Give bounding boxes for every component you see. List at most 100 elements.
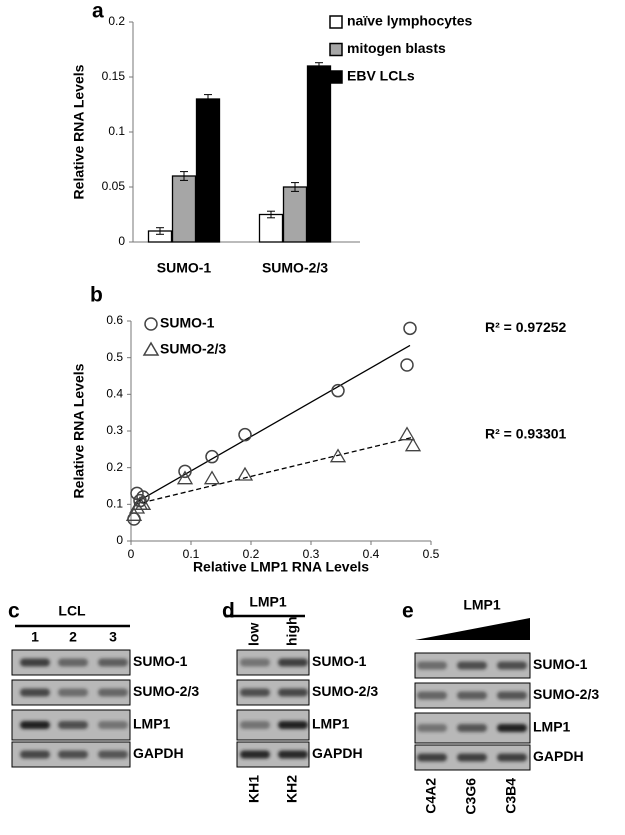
- band: [278, 658, 308, 667]
- y-tick-label: 0.5: [106, 350, 123, 364]
- point: [331, 383, 345, 398]
- row-label: SUMO-1: [133, 653, 188, 669]
- row-label: LMP1: [133, 716, 171, 732]
- legend-label: naïve lymphocytes: [347, 13, 472, 29]
- point: [128, 499, 146, 514]
- x-tick-label: 0.4: [363, 547, 380, 561]
- legend-label: SUMO-1: [160, 315, 215, 331]
- panel-letter: e: [402, 600, 414, 623]
- point: [403, 321, 417, 336]
- point: [178, 464, 192, 479]
- band: [417, 724, 447, 732]
- lane-label: KH2: [284, 775, 300, 803]
- band: [98, 658, 128, 667]
- point: [176, 470, 194, 485]
- error-bar: [156, 227, 164, 235]
- point: [400, 358, 414, 372]
- y-tick-label: 0.05: [102, 179, 126, 193]
- band: [497, 691, 527, 700]
- band: [58, 658, 88, 667]
- panel-letter: c: [8, 600, 20, 623]
- y-tick-label: 0.2: [108, 14, 125, 28]
- legend-label: EBV LCLs: [347, 68, 415, 84]
- lane-label: 2: [69, 629, 77, 645]
- band: [278, 750, 308, 759]
- lane-label: C3B4: [503, 778, 519, 814]
- row-label: GAPDH: [533, 748, 584, 764]
- x-tick-label: 0.5: [423, 547, 440, 561]
- x-tick-label: SUMO-2/3: [262, 260, 328, 276]
- bar: [306, 65, 332, 243]
- point: [134, 496, 152, 510]
- x-tick-label: 0.1: [183, 547, 200, 561]
- band: [58, 750, 88, 759]
- annotation: R² = 0.93301: [485, 425, 567, 441]
- y-tick-label: 0: [118, 234, 125, 248]
- lane-label: low: [246, 623, 262, 646]
- y-tick-label: 0.1: [108, 124, 125, 138]
- panel-letter: a: [92, 0, 104, 23]
- row-label: GAPDH: [312, 745, 363, 761]
- band: [240, 688, 270, 697]
- band: [457, 661, 487, 670]
- x-tick-label: SUMO-1: [157, 260, 212, 276]
- x-tick-label: 0.2: [243, 547, 260, 561]
- row-label: LMP1: [533, 719, 571, 735]
- lane-label: 1: [31, 629, 39, 645]
- band: [98, 721, 128, 729]
- gel-header: LMP1: [463, 597, 501, 613]
- x-tick-label: 0.3: [303, 547, 320, 561]
- band: [457, 724, 487, 732]
- legend-swatch: [329, 70, 343, 84]
- panel-letter: d: [222, 600, 235, 623]
- trendline: [133, 436, 414, 506]
- y-axis-label: Relative RNA Levels: [71, 64, 87, 199]
- band: [240, 750, 270, 759]
- point: [238, 427, 252, 442]
- band: [98, 750, 128, 759]
- gel-header: LCL: [58, 603, 86, 619]
- legend-swatch: [329, 42, 343, 57]
- gel-header: LMP1: [249, 594, 287, 610]
- legend-swatch: [329, 15, 343, 29]
- y-tick-label: 0.3: [106, 423, 123, 437]
- point: [203, 470, 221, 485]
- row-label: SUMO-2/3: [133, 683, 199, 699]
- error-bar: [180, 171, 188, 181]
- band: [457, 691, 487, 700]
- y-axis-label: Relative RNA Levels: [71, 363, 87, 498]
- y-tick-label: 0.2: [106, 460, 123, 474]
- band: [98, 688, 128, 697]
- lane-label: 3: [109, 629, 117, 645]
- row-label: SUMO-2/3: [312, 683, 378, 699]
- wedge: [415, 618, 530, 640]
- band: [417, 753, 447, 762]
- row-label: SUMO-2/3: [533, 686, 599, 702]
- row-label: LMP1: [312, 716, 350, 732]
- panel-letter: b: [90, 284, 103, 307]
- y-tick-label: 0.4: [106, 387, 123, 401]
- band: [497, 753, 527, 762]
- x-tick-label: 0: [128, 547, 135, 561]
- point: [404, 437, 422, 452]
- band: [278, 688, 308, 697]
- row-label: SUMO-1: [312, 653, 367, 669]
- x-axis-label: Relative LMP1 RNA Levels: [193, 559, 369, 575]
- y-tick-label: 0.15: [102, 69, 126, 83]
- band: [417, 661, 447, 670]
- band: [240, 721, 270, 729]
- y-tick-label: 0.6: [106, 313, 123, 327]
- band: [497, 724, 527, 732]
- error-bar: [291, 182, 299, 192]
- band: [417, 691, 447, 700]
- lane-label: C4A2: [423, 778, 439, 814]
- band: [20, 658, 50, 667]
- legend-label: SUMO-2/3: [160, 341, 226, 357]
- bar: [258, 213, 284, 243]
- lane-label: KH1: [246, 775, 262, 803]
- bar: [195, 98, 221, 243]
- trendline: [133, 344, 411, 505]
- y-tick-label: 0.1: [106, 497, 123, 511]
- bar: [171, 175, 197, 243]
- legend-marker: [142, 341, 160, 356]
